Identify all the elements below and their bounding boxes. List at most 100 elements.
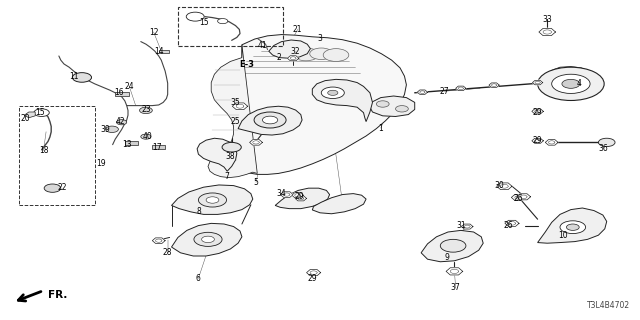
Polygon shape bbox=[152, 238, 165, 244]
Polygon shape bbox=[545, 140, 558, 145]
Text: 39: 39 bbox=[100, 125, 111, 134]
Circle shape bbox=[310, 48, 333, 60]
Polygon shape bbox=[287, 56, 299, 61]
Circle shape bbox=[552, 74, 590, 93]
Polygon shape bbox=[238, 106, 302, 135]
Text: 10: 10 bbox=[558, 231, 568, 240]
Text: 6: 6 bbox=[196, 274, 201, 283]
Polygon shape bbox=[446, 268, 463, 275]
Circle shape bbox=[293, 48, 319, 61]
Text: 38: 38 bbox=[225, 152, 236, 161]
Text: 13: 13 bbox=[122, 140, 132, 148]
Circle shape bbox=[560, 221, 586, 234]
Polygon shape bbox=[497, 183, 512, 189]
Text: 32: 32 bbox=[291, 47, 301, 56]
Bar bbox=[152, 145, 165, 149]
Polygon shape bbox=[208, 45, 257, 178]
Polygon shape bbox=[307, 269, 321, 276]
Circle shape bbox=[323, 49, 349, 61]
Polygon shape bbox=[312, 194, 366, 214]
Circle shape bbox=[396, 106, 408, 112]
Circle shape bbox=[194, 232, 222, 246]
Bar bbox=[19, 106, 95, 205]
Text: 41: 41 bbox=[257, 41, 268, 50]
Polygon shape bbox=[292, 193, 303, 198]
Text: 42: 42 bbox=[115, 117, 125, 126]
Polygon shape bbox=[24, 112, 35, 118]
Circle shape bbox=[598, 138, 615, 147]
Polygon shape bbox=[227, 35, 406, 174]
Circle shape bbox=[34, 109, 49, 116]
Text: 22: 22 bbox=[58, 183, 67, 192]
Polygon shape bbox=[489, 83, 499, 87]
Text: 29: 29 bbox=[532, 108, 543, 116]
Circle shape bbox=[254, 112, 286, 128]
Polygon shape bbox=[232, 103, 248, 109]
Polygon shape bbox=[417, 90, 428, 94]
Text: 7: 7 bbox=[225, 172, 230, 180]
Text: 23: 23 bbox=[141, 105, 151, 114]
Text: 40: 40 bbox=[142, 132, 152, 140]
Circle shape bbox=[440, 239, 466, 252]
Polygon shape bbox=[532, 109, 543, 114]
Polygon shape bbox=[295, 196, 307, 201]
Polygon shape bbox=[532, 138, 543, 143]
Bar bbox=[125, 141, 138, 145]
Circle shape bbox=[116, 120, 127, 125]
Text: 19: 19 bbox=[96, 159, 106, 168]
Circle shape bbox=[562, 79, 580, 88]
Circle shape bbox=[328, 90, 338, 95]
Bar bbox=[115, 92, 129, 96]
Text: 11: 11 bbox=[69, 72, 78, 81]
Polygon shape bbox=[280, 192, 293, 197]
Text: 8: 8 bbox=[196, 207, 201, 216]
Text: 25: 25 bbox=[230, 117, 241, 126]
Circle shape bbox=[72, 73, 92, 82]
Text: 35: 35 bbox=[230, 98, 241, 107]
Polygon shape bbox=[538, 208, 607, 243]
Polygon shape bbox=[461, 224, 473, 229]
Text: 26: 26 bbox=[513, 194, 524, 203]
Polygon shape bbox=[549, 67, 590, 83]
Text: 28: 28 bbox=[163, 248, 172, 257]
Text: 34: 34 bbox=[276, 189, 287, 198]
Circle shape bbox=[202, 236, 214, 243]
Polygon shape bbox=[172, 185, 253, 214]
Text: 15: 15 bbox=[35, 108, 45, 116]
Text: 4: 4 bbox=[577, 79, 582, 88]
Text: 30: 30 bbox=[494, 181, 504, 190]
Text: 5: 5 bbox=[253, 178, 259, 187]
Circle shape bbox=[106, 126, 118, 132]
Circle shape bbox=[538, 67, 604, 100]
Text: 14: 14 bbox=[154, 47, 164, 56]
Polygon shape bbox=[506, 221, 518, 226]
Bar bbox=[178, 7, 283, 46]
Polygon shape bbox=[456, 86, 466, 91]
Polygon shape bbox=[532, 80, 543, 85]
Circle shape bbox=[321, 87, 344, 99]
Circle shape bbox=[186, 12, 204, 21]
Text: 20: 20 bbox=[20, 114, 31, 123]
Text: 2: 2 bbox=[276, 53, 281, 62]
Polygon shape bbox=[197, 138, 237, 171]
Text: 24: 24 bbox=[124, 82, 134, 91]
Polygon shape bbox=[172, 223, 242, 256]
Text: 36: 36 bbox=[598, 144, 608, 153]
Text: E-3: E-3 bbox=[239, 60, 254, 69]
Polygon shape bbox=[511, 194, 525, 201]
Text: 37: 37 bbox=[451, 284, 461, 292]
Polygon shape bbox=[516, 194, 531, 200]
Circle shape bbox=[262, 116, 278, 124]
Bar bbox=[159, 50, 169, 53]
Polygon shape bbox=[250, 140, 262, 145]
Polygon shape bbox=[275, 188, 330, 209]
Text: 27: 27 bbox=[440, 87, 450, 96]
Text: 29: 29 bbox=[532, 136, 543, 145]
Text: 9: 9 bbox=[444, 253, 449, 262]
Text: 3: 3 bbox=[317, 34, 323, 43]
Text: 29: 29 bbox=[307, 274, 317, 283]
Circle shape bbox=[376, 101, 389, 107]
Text: T3L4B4702: T3L4B4702 bbox=[588, 301, 630, 310]
Text: 15: 15 bbox=[198, 18, 209, 27]
Circle shape bbox=[218, 19, 228, 24]
